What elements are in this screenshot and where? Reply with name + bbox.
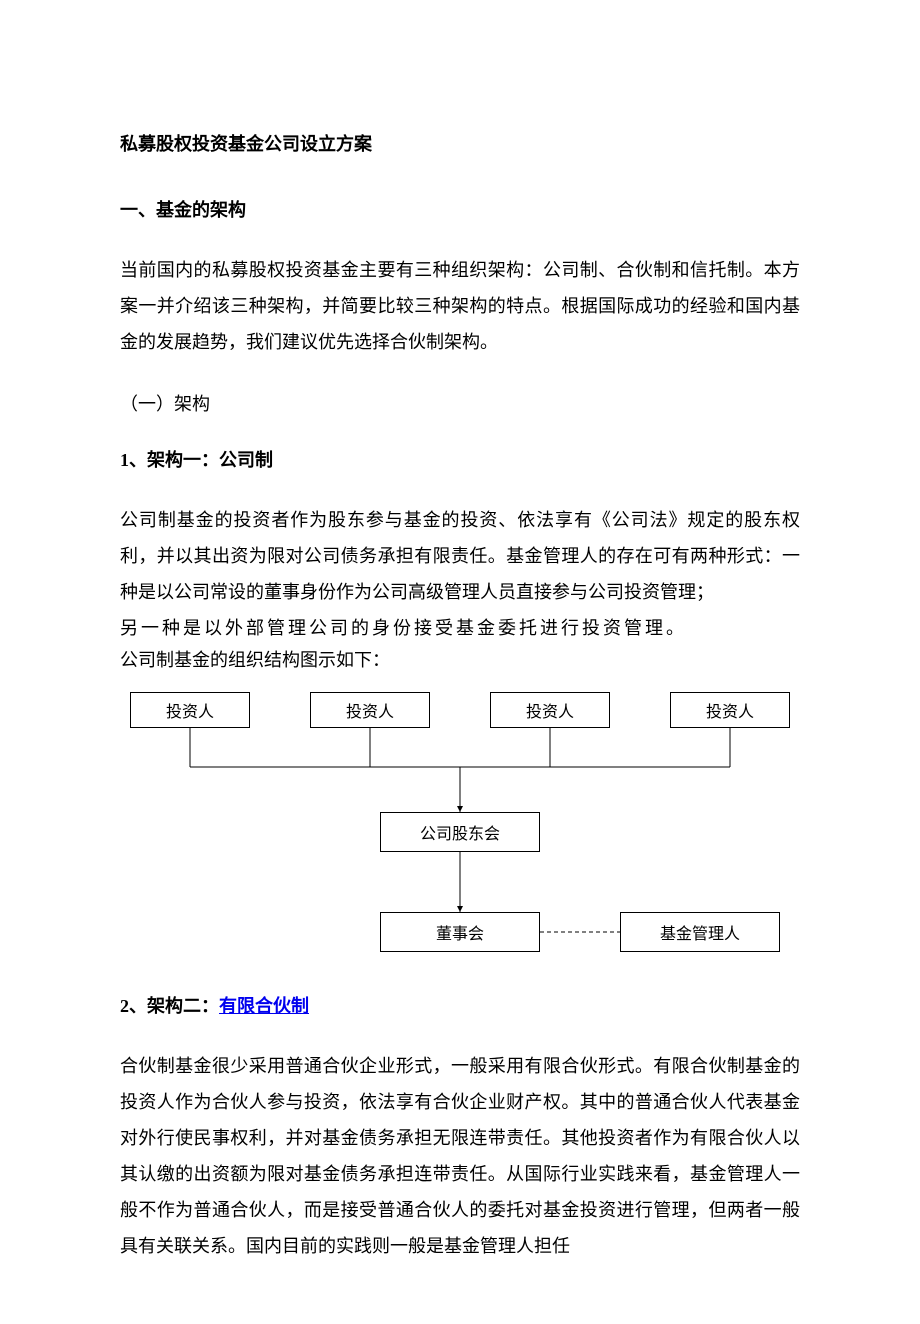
diagram-node-dsh: 董事会: [380, 912, 540, 952]
section-1-heading: 一、基金的架构: [120, 196, 800, 222]
document-page: 私募股权投资基金公司设立方案 一、基金的架构 当前国内的私募股权投资基金主要有三…: [0, 0, 920, 1324]
diagram-node-gdh: 公司股东会: [380, 812, 540, 852]
subsection-1-heading: （一）架构: [120, 390, 800, 416]
arch1-para-line1: 公司制基金的投资者作为股东参与基金的投资、依法享有《公司法》规定的股东权利，并以…: [120, 510, 800, 602]
architecture-1-paragraph: 公司制基金的投资者作为股东参与基金的投资、依法享有《公司法》规定的股东权利，并以…: [120, 502, 800, 646]
architecture-2-heading: 2、架构二：有限合伙制: [120, 992, 800, 1018]
arch1-para-line2: 另一种是以外部管理公司的身份接受基金委托进行投资管理。: [120, 610, 800, 646]
section-1-paragraph: 当前国内的私募股权投资基金主要有三种组织架构：公司制、合伙制和信托制。本方案一并…: [120, 252, 800, 360]
diagram-caption: 公司制基金的组织结构图示如下：: [120, 646, 800, 672]
diagram-node-inv1: 投资人: [130, 692, 250, 728]
doc-title: 私募股权投资基金公司设立方案: [120, 130, 800, 156]
diagram-node-inv2: 投资人: [310, 692, 430, 728]
diagram-node-inv3: 投资人: [490, 692, 610, 728]
arch2-prefix: 2、架构二：: [120, 996, 219, 1016]
limited-partnership-link[interactable]: 有限合伙制: [219, 996, 309, 1016]
org-structure-diagram: 投资人 投资人 投资人 投资人公司股东会董事会 基金管理人: [120, 682, 800, 972]
architecture-2-paragraph: 合伙制基金很少采用普通合伙企业形式，一般采用有限合伙形式。有限合伙制基金的投资人…: [120, 1048, 800, 1264]
architecture-1-heading: 1、架构一：公司制: [120, 446, 800, 472]
diagram-node-jjg: 基金管理人: [620, 912, 780, 952]
diagram-node-inv4: 投资人: [670, 692, 790, 728]
